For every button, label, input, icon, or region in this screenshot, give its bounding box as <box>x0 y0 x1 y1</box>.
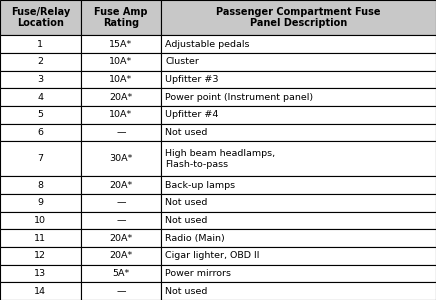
Text: 13: 13 <box>34 269 46 278</box>
Bar <box>0 265 81 282</box>
Text: 14: 14 <box>34 287 46 296</box>
Bar <box>0 282 81 300</box>
Bar <box>161 176 436 194</box>
Bar <box>0 53 81 70</box>
Text: Cigar lighter, OBD II: Cigar lighter, OBD II <box>165 251 260 260</box>
Text: Power mirrors: Power mirrors <box>165 269 232 278</box>
Text: Not used: Not used <box>165 287 208 296</box>
Bar <box>161 265 436 282</box>
Text: 9: 9 <box>37 198 43 207</box>
Text: 2: 2 <box>37 57 43 66</box>
Bar <box>81 141 161 176</box>
Bar <box>0 230 81 247</box>
Text: Back-up lamps: Back-up lamps <box>165 181 235 190</box>
Text: 6: 6 <box>37 128 43 137</box>
Text: Power point (Instrument panel): Power point (Instrument panel) <box>165 93 313 102</box>
Text: Cluster: Cluster <box>165 57 199 66</box>
Text: 12: 12 <box>34 251 46 260</box>
Bar <box>0 247 81 265</box>
Bar <box>0 106 81 124</box>
Bar <box>81 88 161 106</box>
Bar <box>81 0 161 35</box>
Text: 1: 1 <box>37 40 43 49</box>
Text: Not used: Not used <box>165 128 208 137</box>
Bar <box>161 106 436 124</box>
Text: High beam headlamps,
Flash-to-pass: High beam headlamps, Flash-to-pass <box>165 149 276 169</box>
Bar <box>0 70 81 88</box>
Bar <box>81 282 161 300</box>
Text: 5: 5 <box>37 110 43 119</box>
Text: 5A*: 5A* <box>112 269 129 278</box>
Text: Not used: Not used <box>165 198 208 207</box>
Bar <box>0 35 81 53</box>
Text: —: — <box>116 287 126 296</box>
Bar <box>161 88 436 106</box>
Bar <box>0 88 81 106</box>
Text: Upfitter #3: Upfitter #3 <box>165 75 219 84</box>
Bar <box>161 230 436 247</box>
Text: 10A*: 10A* <box>109 75 133 84</box>
Text: 20A*: 20A* <box>109 181 133 190</box>
Text: Fuse Amp
Rating: Fuse Amp Rating <box>94 7 148 28</box>
Bar <box>161 141 436 176</box>
Bar <box>81 194 161 212</box>
Bar <box>81 70 161 88</box>
Text: 20A*: 20A* <box>109 93 133 102</box>
Text: 30A*: 30A* <box>109 154 133 163</box>
Text: 10A*: 10A* <box>109 110 133 119</box>
Text: Passenger Compartment Fuse
Panel Description: Passenger Compartment Fuse Panel Descrip… <box>216 7 381 28</box>
Text: Upfitter #4: Upfitter #4 <box>165 110 219 119</box>
Bar <box>0 176 81 194</box>
Bar <box>161 194 436 212</box>
Text: Adjustable pedals: Adjustable pedals <box>165 40 250 49</box>
Text: 8: 8 <box>37 181 43 190</box>
Bar <box>0 124 81 141</box>
Text: —: — <box>116 198 126 207</box>
Bar <box>81 265 161 282</box>
Text: Not used: Not used <box>165 216 208 225</box>
Bar <box>81 124 161 141</box>
Bar <box>161 212 436 230</box>
Bar <box>161 124 436 141</box>
Bar <box>0 141 81 176</box>
Text: 11: 11 <box>34 234 46 243</box>
Bar <box>0 194 81 212</box>
Bar <box>161 35 436 53</box>
Text: 15A*: 15A* <box>109 40 133 49</box>
Bar <box>81 212 161 230</box>
Text: 10: 10 <box>34 216 46 225</box>
Text: —: — <box>116 216 126 225</box>
Bar <box>0 212 81 230</box>
Bar <box>81 230 161 247</box>
Text: 7: 7 <box>37 154 43 163</box>
Text: 20A*: 20A* <box>109 234 133 243</box>
Bar <box>81 106 161 124</box>
Bar <box>161 0 436 35</box>
Text: 10A*: 10A* <box>109 57 133 66</box>
Text: 20A*: 20A* <box>109 251 133 260</box>
Text: —: — <box>116 128 126 137</box>
Text: Fuse/Relay
Location: Fuse/Relay Location <box>11 7 70 28</box>
Bar <box>81 176 161 194</box>
Bar <box>81 53 161 70</box>
Text: 3: 3 <box>37 75 44 84</box>
Bar <box>161 53 436 70</box>
Bar <box>161 282 436 300</box>
Text: Radio (Main): Radio (Main) <box>165 234 225 243</box>
Bar <box>81 247 161 265</box>
Bar <box>161 70 436 88</box>
Bar <box>0 0 81 35</box>
Text: 4: 4 <box>37 93 43 102</box>
Bar <box>161 247 436 265</box>
Bar <box>81 35 161 53</box>
